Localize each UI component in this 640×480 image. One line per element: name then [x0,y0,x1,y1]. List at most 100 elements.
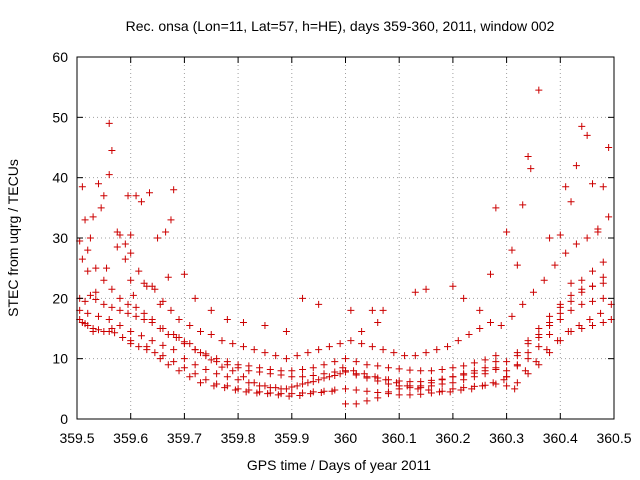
data-point [159,341,167,349]
data-point [395,365,403,373]
data-point [127,328,135,336]
data-point [411,288,419,296]
data-point [414,385,422,393]
data-point [435,388,443,396]
data-point [331,372,339,380]
data-point [274,391,282,399]
data-point [223,315,231,323]
data-point [599,258,607,266]
data-point [508,312,516,320]
data-point [425,386,433,394]
y-tick-label: 20 [52,290,68,306]
data-point [449,379,457,387]
data-point [589,180,597,188]
data-point [379,306,387,314]
data-point [121,255,129,263]
data-point [589,297,597,305]
data-point [84,246,92,254]
data-point [342,400,349,408]
data-point [191,294,199,302]
data-point [511,385,519,393]
data-point [438,366,446,374]
data-point [546,331,554,339]
data-point [583,234,591,242]
data-point [86,234,94,242]
data-point [164,361,172,369]
data-point [481,356,489,364]
data-point [532,358,540,366]
data-point [492,358,500,366]
data-point [78,183,86,191]
data-point [497,321,505,329]
data-point [486,270,494,278]
data-point [282,355,290,363]
data-point [103,264,111,272]
data-point [127,337,135,345]
data-point [368,306,376,314]
data-point [145,189,153,197]
data-point [524,349,532,357]
data-point [320,361,328,369]
data-point [417,390,425,398]
data-point [492,204,500,212]
data-point [213,355,221,363]
data-point [374,394,382,402]
data-point [535,325,543,332]
data-point [245,379,253,387]
data-point [454,337,462,345]
y-axis-label: STEC from uqrg / TECUs [5,159,21,317]
data-point [299,373,307,381]
data-point [524,355,532,363]
data-point [137,198,145,206]
data-point [282,328,290,336]
data-point [97,204,105,212]
data-point [449,282,457,290]
data-point [500,376,508,384]
data-point [535,343,543,351]
data-point [309,378,317,386]
data-point [384,364,392,372]
data-point [100,192,108,200]
data-point [250,346,258,354]
data-point [175,334,183,342]
data-point [266,384,274,392]
data-point [371,373,379,381]
data-point [489,379,497,387]
data-point [127,249,135,257]
data-point [342,385,349,393]
data-point [599,183,607,191]
data-point [524,153,532,161]
y-axis-ticks: 0 10 20 30 40 50 60 [52,49,614,427]
data-point [513,261,521,269]
data-point [390,349,398,357]
data-point [513,361,521,369]
data-point [468,385,476,393]
x-axis-label: GPS time / Days of year 2011 [247,457,431,473]
data-point [599,279,607,287]
data-point [524,340,532,348]
data-point [486,318,494,326]
data-point [191,361,199,369]
data-point [127,231,135,239]
data-point [242,388,250,396]
data-point [132,192,140,200]
data-point [186,321,194,329]
data-point [92,296,100,304]
data-point [159,325,167,332]
data-point [350,367,358,375]
data-point [156,355,164,363]
x-tick-label: 359.7 [167,430,202,446]
data-point [285,392,293,400]
data-point [352,371,360,379]
data-point [207,306,215,314]
data-point [261,349,269,357]
data-point [406,366,414,374]
data-point [336,340,344,348]
data-point [352,386,360,394]
data-point [339,364,347,372]
data-point [382,376,390,384]
data-point [352,358,360,366]
data-point [605,213,613,221]
y-tick-label: 50 [52,109,68,125]
data-point [556,303,564,311]
